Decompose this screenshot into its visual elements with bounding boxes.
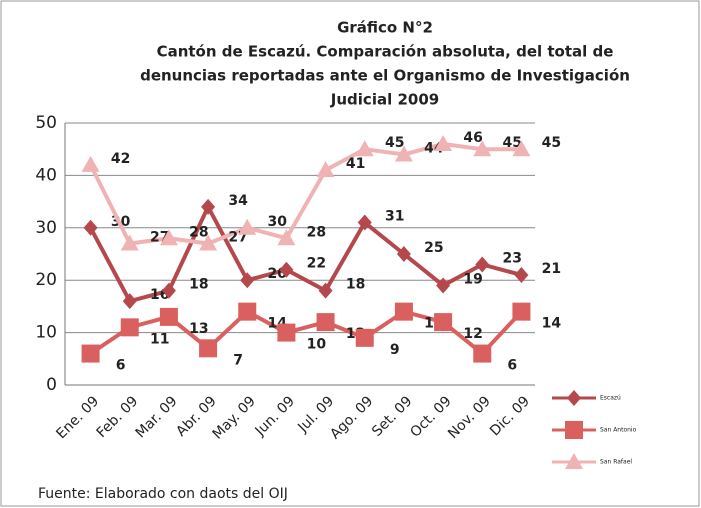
data-point (277, 229, 296, 246)
y-tick-label: 30 (35, 218, 57, 238)
x-tick-label: Set. 09 (369, 393, 415, 439)
chart-title: Cantón de Escazú. Comparación absoluta, … (157, 43, 614, 61)
data-label: 31 (385, 209, 404, 225)
data-point (394, 145, 413, 162)
data-label: 28 (189, 224, 208, 240)
data-point (81, 344, 100, 363)
chart-title: denuncias reportadas ante el Organismo d… (140, 67, 630, 85)
data-label: 10 (307, 337, 327, 353)
data-label: 11 (150, 331, 169, 347)
x-tick-label: Mar. 09 (133, 393, 181, 441)
data-point (355, 140, 374, 157)
data-point (120, 318, 139, 337)
data-label: 42 (111, 151, 130, 167)
data-label: 34 (228, 193, 248, 209)
data-label: 9 (390, 342, 400, 358)
data-point (316, 161, 335, 178)
data-point (434, 313, 453, 332)
legend-marker (565, 453, 583, 469)
legend-marker (565, 421, 583, 439)
data-point (394, 302, 413, 321)
data-label: 22 (307, 256, 326, 272)
data-label: 45 (385, 135, 404, 151)
chart-title: Gráfico N°2 (337, 19, 433, 37)
data-point (436, 277, 451, 294)
data-label: 12 (463, 326, 482, 342)
y-tick-label: 0 (46, 375, 57, 395)
x-tick-label: Dic. 09 (487, 393, 533, 439)
legend-marker (567, 390, 581, 406)
data-point (83, 219, 98, 236)
data-point (475, 256, 490, 273)
data-point (240, 272, 255, 289)
data-point (199, 234, 218, 251)
data-point (277, 323, 296, 342)
data-point (279, 261, 294, 278)
data-point (514, 266, 529, 283)
data-label: 6 (507, 358, 517, 374)
data-point (357, 214, 372, 231)
data-point (355, 328, 374, 347)
data-point (201, 198, 216, 215)
data-point (512, 302, 531, 321)
data-label: 19 (463, 271, 482, 287)
x-tick-label: Jun. 09 (252, 393, 298, 439)
series-line (88, 202, 522, 304)
legend-label: Escazú (600, 395, 621, 402)
data-point (316, 313, 335, 332)
data-label: 14 (542, 316, 562, 332)
data-point (512, 140, 531, 157)
data-point (318, 282, 333, 299)
x-tick-label: Feb. 09 (94, 393, 142, 441)
data-label: 25 (424, 240, 443, 256)
data-label: 46 (463, 130, 482, 146)
data-label: 45 (503, 135, 522, 151)
data-point (122, 293, 137, 310)
data-point (238, 302, 257, 321)
data-point (159, 307, 178, 326)
data-point (159, 229, 178, 246)
y-tick-label: 10 (35, 323, 57, 343)
data-point (199, 339, 218, 358)
data-point (473, 140, 492, 157)
data-label: 7 (233, 352, 243, 368)
data-label: 18 (346, 277, 365, 293)
data-point (473, 344, 492, 363)
data-point (81, 155, 100, 172)
y-tick-label: 50 (35, 113, 57, 133)
x-tick-label: Ene. 09 (53, 393, 102, 442)
data-label: 41 (346, 156, 365, 172)
data-label: 6 (116, 358, 126, 374)
y-tick-label: 20 (35, 270, 57, 290)
data-point (161, 282, 176, 299)
data-label: 28 (307, 224, 326, 240)
legend-label: San Antonio (600, 427, 637, 434)
data-point (434, 134, 453, 151)
y-tick-label: 40 (35, 165, 57, 185)
data-label: 18 (189, 277, 208, 293)
series-line (88, 141, 522, 246)
x-tick-label: Nov. 09 (445, 393, 494, 442)
legend-label: San Rafael (600, 459, 632, 466)
data-point (238, 218, 257, 235)
data-point (120, 234, 139, 251)
x-tick-label: Ago. 09 (327, 393, 376, 442)
data-label: 23 (503, 250, 522, 266)
data-label: 21 (542, 261, 561, 277)
chart-title: Judicial 2009 (330, 91, 439, 109)
data-label: 13 (189, 321, 208, 337)
data-label: 30 (268, 214, 288, 230)
x-tick-label: May. 09 (210, 393, 259, 442)
source: Fuente: Elaborado con daots del OIJ (38, 486, 288, 502)
data-point (396, 246, 411, 262)
data-label: 45 (542, 135, 561, 151)
